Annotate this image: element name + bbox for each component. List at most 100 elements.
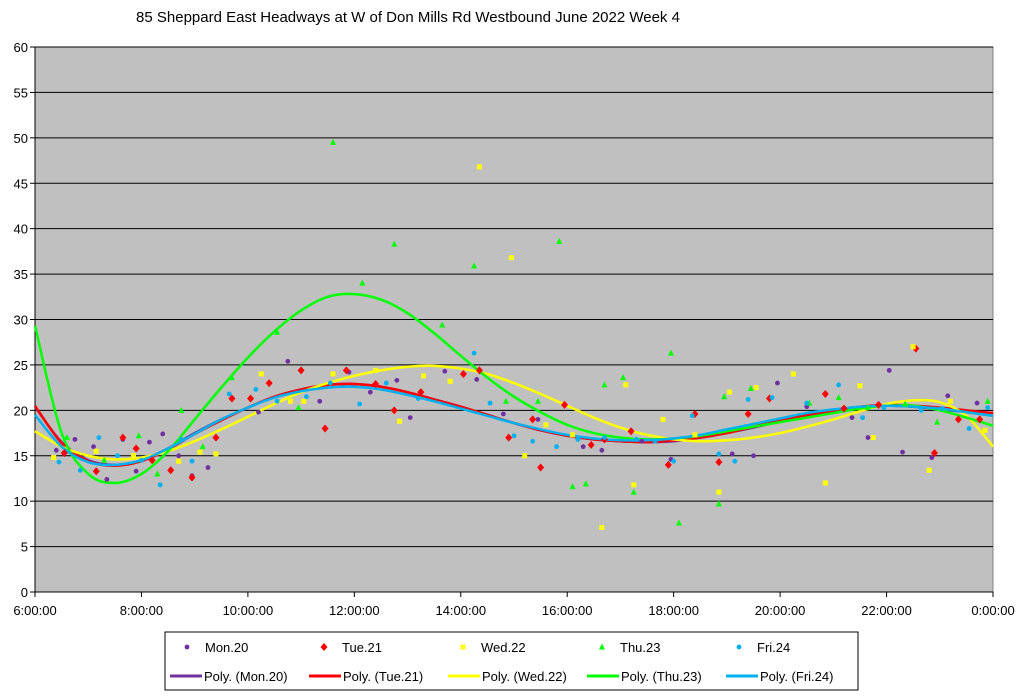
- legend-item-poly-tue-21: Poly. (Tue.21): [309, 669, 423, 684]
- data-point: [821, 389, 829, 398]
- data-point: [394, 377, 400, 383]
- x-tick-label: 14:00:00: [435, 603, 486, 618]
- trendline-poly-fri-24: [34, 385, 994, 467]
- y-tick-label: 60: [14, 40, 28, 55]
- legend-marker: [184, 644, 190, 650]
- data-point: [147, 439, 152, 445]
- legend-box: [164, 631, 859, 691]
- data-point: [715, 458, 723, 467]
- data-point: [115, 453, 120, 459]
- data-point: [226, 391, 232, 397]
- data-point: [474, 377, 480, 382]
- data-point: [727, 389, 733, 395]
- data-point: [522, 453, 528, 459]
- data-point: [534, 397, 541, 404]
- data-point: [929, 455, 935, 460]
- data-point: [900, 449, 905, 455]
- data-point: [511, 433, 517, 439]
- data-point: [716, 489, 722, 495]
- data-point: [940, 406, 945, 411]
- legend-item-fri-24: Fri.24: [736, 640, 790, 655]
- data-point: [671, 458, 677, 464]
- data-point: [96, 435, 102, 440]
- data-point: [342, 366, 350, 375]
- data-point: [160, 431, 166, 437]
- data-point: [189, 458, 195, 464]
- data-point: [188, 473, 196, 482]
- data-point: [849, 415, 855, 420]
- data-point: [860, 415, 866, 420]
- data-point: [357, 401, 363, 407]
- legend-marker: [320, 643, 328, 651]
- data-point: [256, 409, 261, 415]
- data-point: [634, 437, 639, 442]
- data-point: [910, 344, 916, 350]
- y-tick-label: 15: [14, 449, 28, 464]
- data-point: [274, 328, 281, 335]
- data-point: [197, 449, 203, 455]
- data-point: [119, 433, 127, 442]
- data-point: [447, 378, 453, 384]
- data-point: [692, 432, 698, 438]
- data-point: [918, 407, 924, 413]
- data-point: [139, 457, 144, 463]
- series-fri-24: [56, 350, 991, 488]
- data-point: [91, 444, 96, 450]
- data-point: [258, 371, 264, 377]
- y-tick-label: 10: [14, 494, 28, 509]
- x-tick-label: 22:00:00: [861, 603, 912, 618]
- trendlines: [33, 292, 994, 485]
- data-point: [982, 427, 988, 433]
- data-point: [157, 482, 163, 488]
- legend-marker: [460, 644, 466, 650]
- data-point: [417, 388, 425, 397]
- series-wed-22: [51, 164, 988, 531]
- x-tick-label: 0:00:00: [971, 603, 1014, 618]
- data-point: [212, 433, 220, 442]
- data-point: [487, 400, 493, 406]
- data-point: [543, 422, 549, 428]
- legend-label: Thu.23: [620, 640, 660, 655]
- data-point: [775, 380, 780, 386]
- data-point: [835, 394, 842, 401]
- data-point: [675, 519, 682, 526]
- data-point: [415, 396, 421, 401]
- data-point: [92, 467, 100, 476]
- chart-title: 85 Sheppard East Headways at W of Don Mi…: [136, 9, 680, 26]
- y-tick-label: 35: [14, 267, 28, 282]
- data-point: [556, 237, 563, 244]
- y-tick-label: 30: [14, 313, 28, 328]
- data-point: [327, 380, 333, 386]
- data-point: [476, 164, 482, 170]
- legend-item-poly-fri-24: Poly. (Fri.24): [726, 669, 833, 684]
- data-point: [508, 255, 514, 261]
- data-point: [295, 404, 302, 411]
- data-point: [176, 458, 182, 464]
- data-point: [886, 367, 892, 373]
- data-point: [72, 437, 78, 442]
- x-tick-label: 20:00:00: [755, 603, 806, 618]
- data-point: [947, 398, 953, 404]
- data-point: [321, 424, 329, 433]
- y-tick-label: 40: [14, 222, 28, 237]
- legend-label: Poly. (Mon.20): [204, 669, 288, 684]
- data-point: [442, 368, 448, 374]
- data-point: [836, 382, 842, 388]
- data-point: [373, 367, 379, 373]
- data-point: [535, 417, 541, 422]
- series-thu-23: [63, 138, 991, 526]
- data-point: [652, 438, 658, 444]
- data-point: [747, 385, 754, 392]
- data-point: [383, 380, 389, 386]
- legend-item-tue-21: Tue.21: [320, 640, 382, 655]
- data-point: [601, 381, 608, 388]
- grid-lines: [35, 46, 993, 548]
- data-point: [751, 453, 756, 459]
- legend-label: Poly. (Tue.21): [343, 669, 423, 684]
- data-point: [630, 488, 637, 495]
- data-point: [205, 465, 211, 470]
- data-point: [753, 385, 759, 391]
- axes: 0 5 10 15 20 25 30 35 40 45 50 55 60 6:00:00 8:00:00 10…: [13, 40, 1014, 618]
- legend-item-wed-22: Wed.22: [460, 640, 526, 655]
- data-point: [631, 482, 637, 488]
